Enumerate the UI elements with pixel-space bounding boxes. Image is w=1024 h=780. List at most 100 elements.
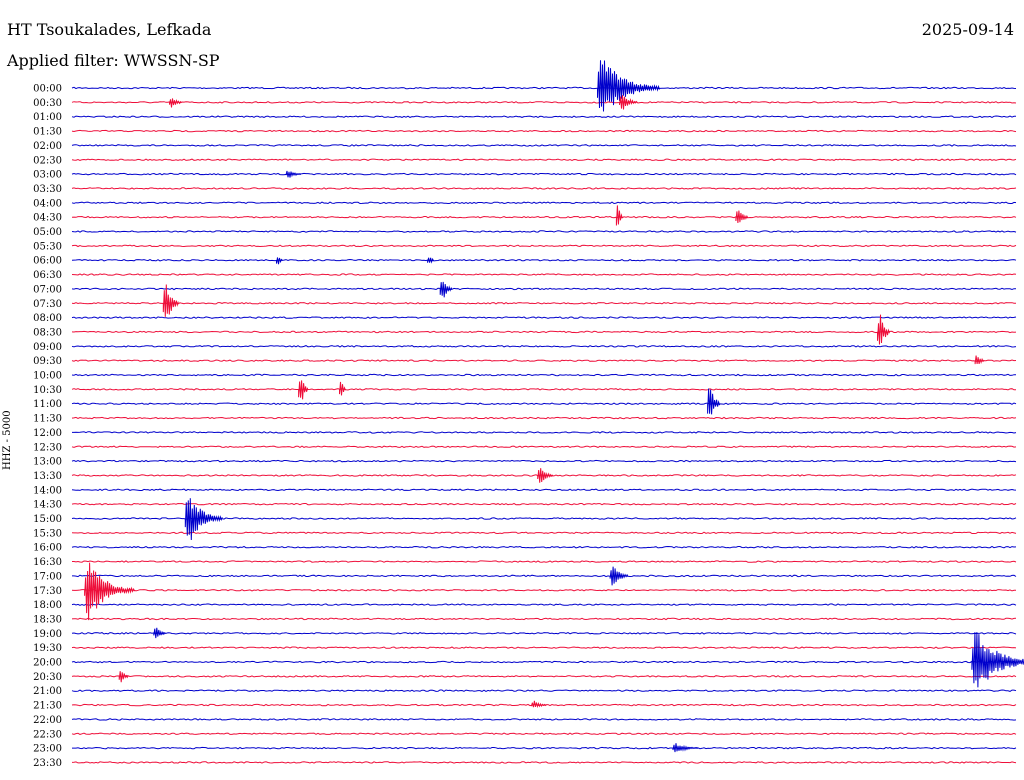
row-time-label: 05:30 <box>33 241 62 252</box>
row-time-label: 14:00 <box>33 485 62 496</box>
trace-line <box>71 215 1017 219</box>
trace-line <box>71 445 1017 448</box>
row-time-label: 18:30 <box>33 614 62 625</box>
trace-line <box>71 617 1017 621</box>
row-time-label: 10:30 <box>33 385 62 396</box>
trace-line <box>71 488 1017 492</box>
trace-line <box>71 402 1017 405</box>
row-time-label: 01:00 <box>33 112 62 123</box>
row-time-label: 17:30 <box>33 586 62 597</box>
row-time-label: 00:30 <box>33 98 62 109</box>
event-waveform <box>339 381 346 396</box>
trace-line <box>71 244 1017 248</box>
trace-line <box>71 545 1017 549</box>
trace-line <box>72 560 1017 563</box>
row-time-label: 07:00 <box>33 284 62 295</box>
row-time-label: 12:00 <box>33 428 62 439</box>
trace-line <box>71 115 1016 118</box>
trace-line <box>71 359 1017 362</box>
record-date: 2025-09-14 <box>921 20 1014 39</box>
trace-line <box>71 761 1017 764</box>
row-time-label: 01:30 <box>33 127 62 138</box>
trace-line <box>72 574 1017 578</box>
trace-line <box>71 732 1017 735</box>
row-time-label: 12:30 <box>33 442 62 453</box>
row-time-label: 22:30 <box>33 729 62 740</box>
trace-line <box>71 316 1017 319</box>
trace-line <box>71 144 1017 147</box>
trace-line <box>71 660 1017 664</box>
trace-line <box>71 330 1017 334</box>
row-time-label: 19:00 <box>33 629 62 640</box>
row-time-label: 19:30 <box>33 643 62 654</box>
event-waveform <box>276 257 283 265</box>
trace-line <box>71 187 1017 190</box>
trace-line <box>71 129 1017 133</box>
trace-line <box>71 675 1017 678</box>
row-time-label: 08:30 <box>33 327 62 338</box>
trace-line <box>71 101 1017 104</box>
event-waveform <box>169 98 182 108</box>
trace-line <box>71 416 1017 420</box>
row-time-label: 16:00 <box>33 543 62 554</box>
trace-line <box>71 689 1017 693</box>
row-time-label: 16:30 <box>33 557 62 568</box>
trace-line <box>71 589 1017 592</box>
event-waveform <box>672 743 699 753</box>
row-time-label: 02:00 <box>33 141 62 152</box>
trace-line <box>71 201 1017 205</box>
event-waveform <box>439 281 453 298</box>
trace-line <box>71 603 1017 606</box>
event-waveform <box>707 388 721 415</box>
row-time-label: 15:30 <box>33 528 62 539</box>
event-waveform <box>184 498 223 541</box>
trace-line <box>71 287 1017 291</box>
trace-line <box>71 373 1017 377</box>
event-waveform <box>427 257 435 264</box>
event-waveform <box>735 210 749 224</box>
row-time-label: 21:00 <box>33 686 62 697</box>
event-waveform <box>619 95 638 110</box>
trace-line <box>71 531 1017 535</box>
event-waveform <box>530 700 547 709</box>
trace-line <box>71 345 1017 348</box>
trace-line <box>71 258 1017 262</box>
row-time-label: 21:30 <box>33 701 62 712</box>
event-waveform <box>84 562 136 621</box>
row-time-label: 08:00 <box>33 313 62 324</box>
trace-line <box>72 431 1017 434</box>
row-time-label: 03:30 <box>33 184 62 195</box>
trace-line <box>71 172 1017 176</box>
row-time-label: 02:30 <box>33 155 62 166</box>
row-time-label: 18:00 <box>33 600 62 611</box>
row-time-label: 23:00 <box>33 744 62 755</box>
row-time-label: 20:30 <box>33 672 62 683</box>
row-time-label: 15:00 <box>33 514 62 525</box>
event-waveform <box>597 60 660 112</box>
row-time-label: 14:30 <box>33 500 62 511</box>
row-time-label: 20:00 <box>33 658 62 669</box>
trace-line <box>71 517 1017 520</box>
row-time-label: 06:30 <box>33 270 62 281</box>
row-time-label: 10:00 <box>33 371 62 382</box>
row-time-label: 07:30 <box>33 299 62 310</box>
trace-line <box>71 718 1017 721</box>
trace-line <box>71 273 1017 276</box>
row-time-label: 06:00 <box>33 256 62 267</box>
filter-label: Applied filter: WWSSN-SP <box>7 51 220 70</box>
event-waveform <box>877 314 890 345</box>
row-time-label: 05:00 <box>33 227 62 238</box>
trace-line <box>71 158 1017 161</box>
row-time-label: 17:00 <box>33 571 62 582</box>
row-time-label: 00:00 <box>33 84 62 95</box>
trace-line <box>71 646 1017 649</box>
event-waveform <box>971 631 1024 688</box>
event-waveform <box>537 468 554 483</box>
trace-line <box>71 459 1017 463</box>
event-waveform <box>162 284 179 317</box>
row-time-label: 13:30 <box>33 471 62 482</box>
row-time-label: 13:00 <box>33 457 62 468</box>
row-time-label: 23:30 <box>33 758 62 769</box>
row-time-label: 11:00 <box>33 399 62 410</box>
